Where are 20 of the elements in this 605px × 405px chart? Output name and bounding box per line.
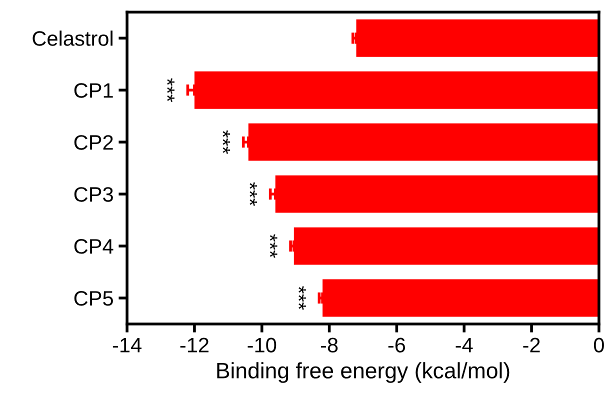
y-tick-label: CP2 [74,135,113,150]
annotation: *** [222,130,230,154]
annotation: *** [270,234,278,258]
y-tick-label: CP3 [74,187,113,202]
x-tick-label: -2 [523,338,540,352]
y-tick-label: CP5 [74,291,113,306]
x-tick-label: -14 [112,338,142,352]
annotation: *** [298,286,306,310]
y-tick-label: CP1 [74,83,113,98]
y-tick-label: Celastrol [32,30,112,46]
x-tick-label: -8 [320,338,338,352]
x-tick-label: -4 [456,338,473,352]
x-tick-label: -10 [248,338,276,352]
x-tick-label: -6 [388,338,406,352]
y-tick-label: CP4 [74,239,114,254]
x-tick-label: -12 [180,338,208,352]
x-axis-title: Binding free energy (kcal/mol) [217,362,510,383]
annotation: *** [167,78,174,102]
x-tick-label: 0 [594,338,604,352]
annotation: *** [250,182,258,206]
